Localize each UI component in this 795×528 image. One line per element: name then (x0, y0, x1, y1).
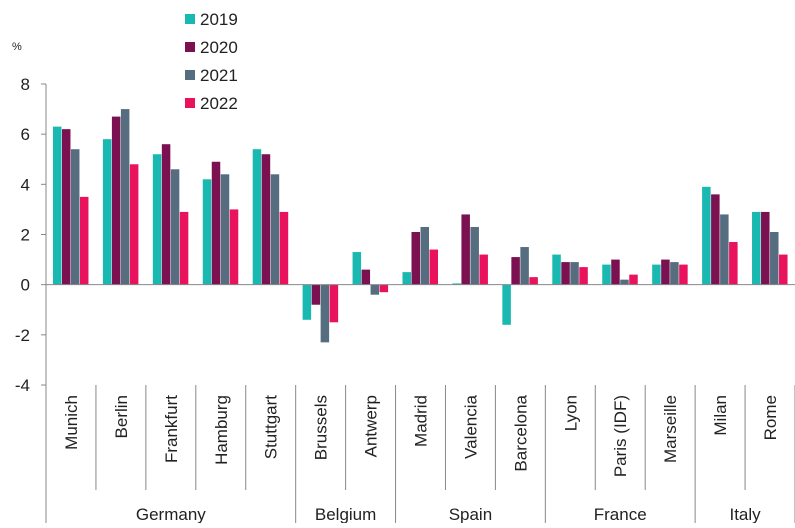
y-tick-label: 8 (21, 75, 30, 94)
bar (202, 179, 212, 285)
legend-label: 2021 (200, 66, 238, 85)
y-tick-label: 4 (21, 175, 30, 194)
group-label: Italy (729, 505, 761, 523)
y-tick-label: -4 (15, 376, 30, 395)
bar (629, 274, 638, 285)
bar (611, 259, 620, 285)
bar (379, 284, 389, 293)
bar (479, 254, 488, 285)
bar (502, 284, 511, 325)
bar (279, 211, 289, 285)
bar (329, 284, 339, 323)
bar (420, 226, 429, 285)
bar (679, 264, 688, 285)
bar (661, 259, 670, 285)
bar (102, 139, 112, 285)
y-tick-label: 6 (21, 125, 30, 144)
bar (470, 226, 479, 285)
bar (79, 196, 89, 285)
bar (361, 269, 371, 285)
bar (211, 161, 221, 285)
bar (429, 249, 438, 285)
bar (111, 116, 121, 285)
bar (52, 126, 62, 285)
bar (302, 284, 312, 320)
bar (652, 264, 661, 285)
bar (320, 284, 330, 343)
legend-label: 2022 (200, 94, 238, 113)
x-tick-label: Paris (IDF) (611, 395, 630, 477)
bar (770, 231, 779, 285)
bar (179, 211, 189, 285)
bar (520, 247, 529, 285)
bar (161, 144, 171, 285)
bar (261, 154, 271, 285)
bar (129, 164, 139, 285)
x-tick-label: Munich (62, 395, 81, 450)
bar (411, 231, 420, 285)
bar (402, 272, 411, 285)
bar (270, 174, 280, 285)
x-tick-label: Antwerp (362, 395, 381, 457)
bar (570, 262, 579, 285)
bar (452, 283, 461, 285)
x-tick-label: Valencia (461, 394, 480, 458)
bar (170, 169, 180, 285)
bar (120, 109, 130, 285)
legend-label: 2020 (200, 38, 238, 57)
x-tick-label: Marseille (661, 395, 680, 463)
y-tick-label: 2 (21, 226, 30, 245)
bar (461, 214, 470, 285)
bar (529, 277, 538, 285)
bar (152, 154, 162, 285)
bar (620, 279, 629, 285)
group-label: Germany (136, 505, 206, 523)
x-tick-label: Stuttgart (262, 395, 281, 460)
bar (311, 284, 321, 305)
legend-swatch (185, 42, 195, 52)
bar (229, 209, 239, 285)
legend-label: 2019 (200, 10, 238, 29)
bar (352, 252, 362, 285)
group-label: France (594, 505, 647, 523)
legend-swatch (185, 98, 195, 108)
x-tick-label: Lyon (561, 395, 580, 431)
bar (602, 264, 611, 285)
bar (70, 149, 80, 285)
bar (220, 174, 230, 285)
y-tick-label: -2 (15, 326, 30, 345)
y-tick-label: 0 (21, 276, 30, 295)
x-tick-label: Brussels (312, 395, 331, 460)
bar (552, 254, 561, 285)
bar (729, 242, 738, 285)
x-tick-label: Rome (761, 395, 780, 440)
bar (579, 267, 588, 285)
bar (752, 211, 761, 285)
bar (702, 186, 711, 285)
bar (561, 262, 570, 285)
x-tick-label: Berlin (112, 395, 131, 438)
bar (711, 194, 720, 285)
bar (720, 214, 729, 285)
x-tick-label: Hamburg (212, 395, 231, 465)
group-label: Spain (449, 505, 492, 523)
bar (61, 129, 71, 285)
bar (670, 262, 679, 285)
bar (252, 149, 262, 285)
bar (511, 257, 520, 285)
y-axis-unit: % (12, 41, 22, 53)
legend-swatch (185, 14, 195, 24)
x-tick-label: Barcelona (511, 394, 530, 471)
group-label: Belgium (315, 505, 376, 523)
legend-swatch (185, 70, 195, 80)
bar (370, 284, 380, 295)
x-tick-label: Frankfurt (162, 395, 181, 463)
bar (779, 254, 788, 285)
bar (761, 211, 770, 285)
x-tick-label: Milan (711, 395, 730, 436)
x-tick-label: Madrid (412, 395, 431, 447)
